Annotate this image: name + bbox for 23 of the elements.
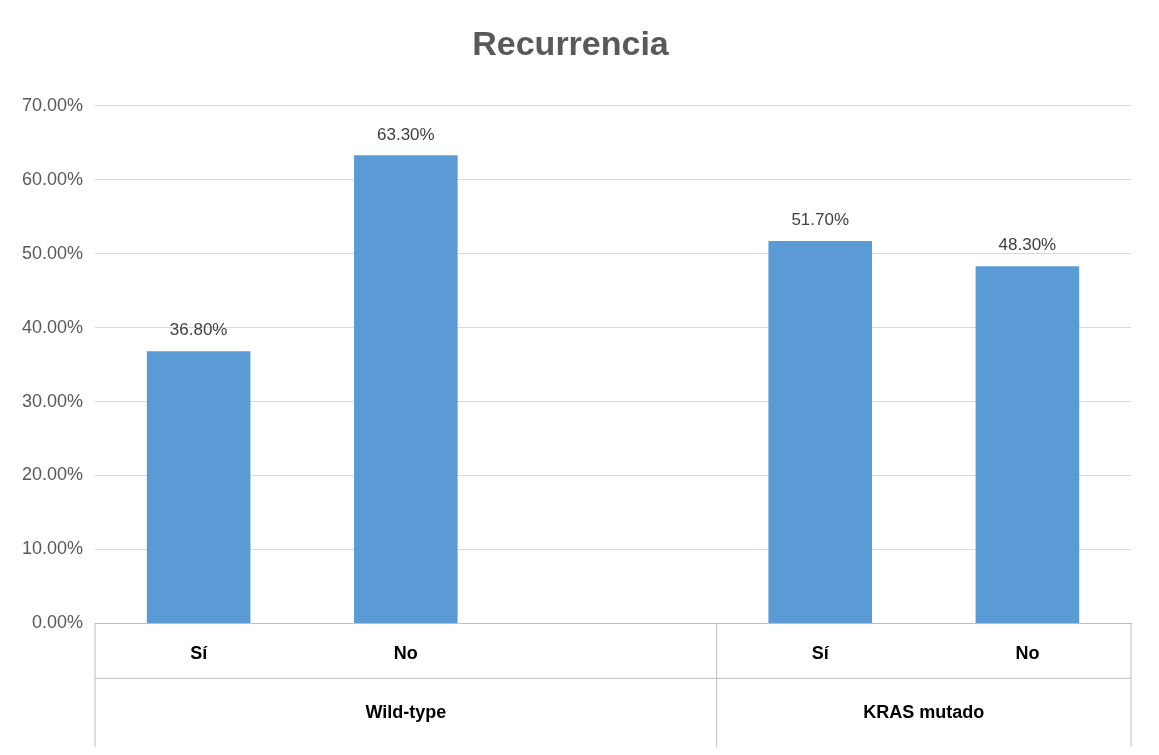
y-tick-label: 70.00% (21, 94, 84, 115)
x-tick-label: Sí (811, 643, 830, 664)
data-label: 48.30% (998, 235, 1057, 255)
y-tick-label: 0.00% (32, 612, 84, 633)
y-tick-label: 20.00% (21, 464, 84, 485)
data-label: 51.70% (791, 210, 850, 230)
data-label: 63.30% (377, 124, 435, 144)
bar (975, 266, 1080, 623)
bar (768, 241, 873, 623)
x-tick-label: No (1015, 643, 1040, 664)
y-tick-label: 60.00% (21, 168, 84, 189)
chart-title: Recurrencia (472, 23, 670, 62)
y-tick-label: 50.00% (21, 242, 84, 263)
bar (354, 155, 458, 623)
text: Wild-type (365, 701, 447, 722)
x-tick-label: Sí (190, 643, 209, 664)
y-tick-label: 30.00% (21, 390, 84, 411)
x-tick-label: No (393, 643, 418, 664)
bar (146, 351, 251, 623)
y-tick-label: 10.00% (21, 538, 84, 559)
y-tick-label: 40.00% (21, 316, 84, 337)
data-label: 36.80% (169, 320, 228, 340)
text: KRAS mutado (863, 701, 985, 722)
